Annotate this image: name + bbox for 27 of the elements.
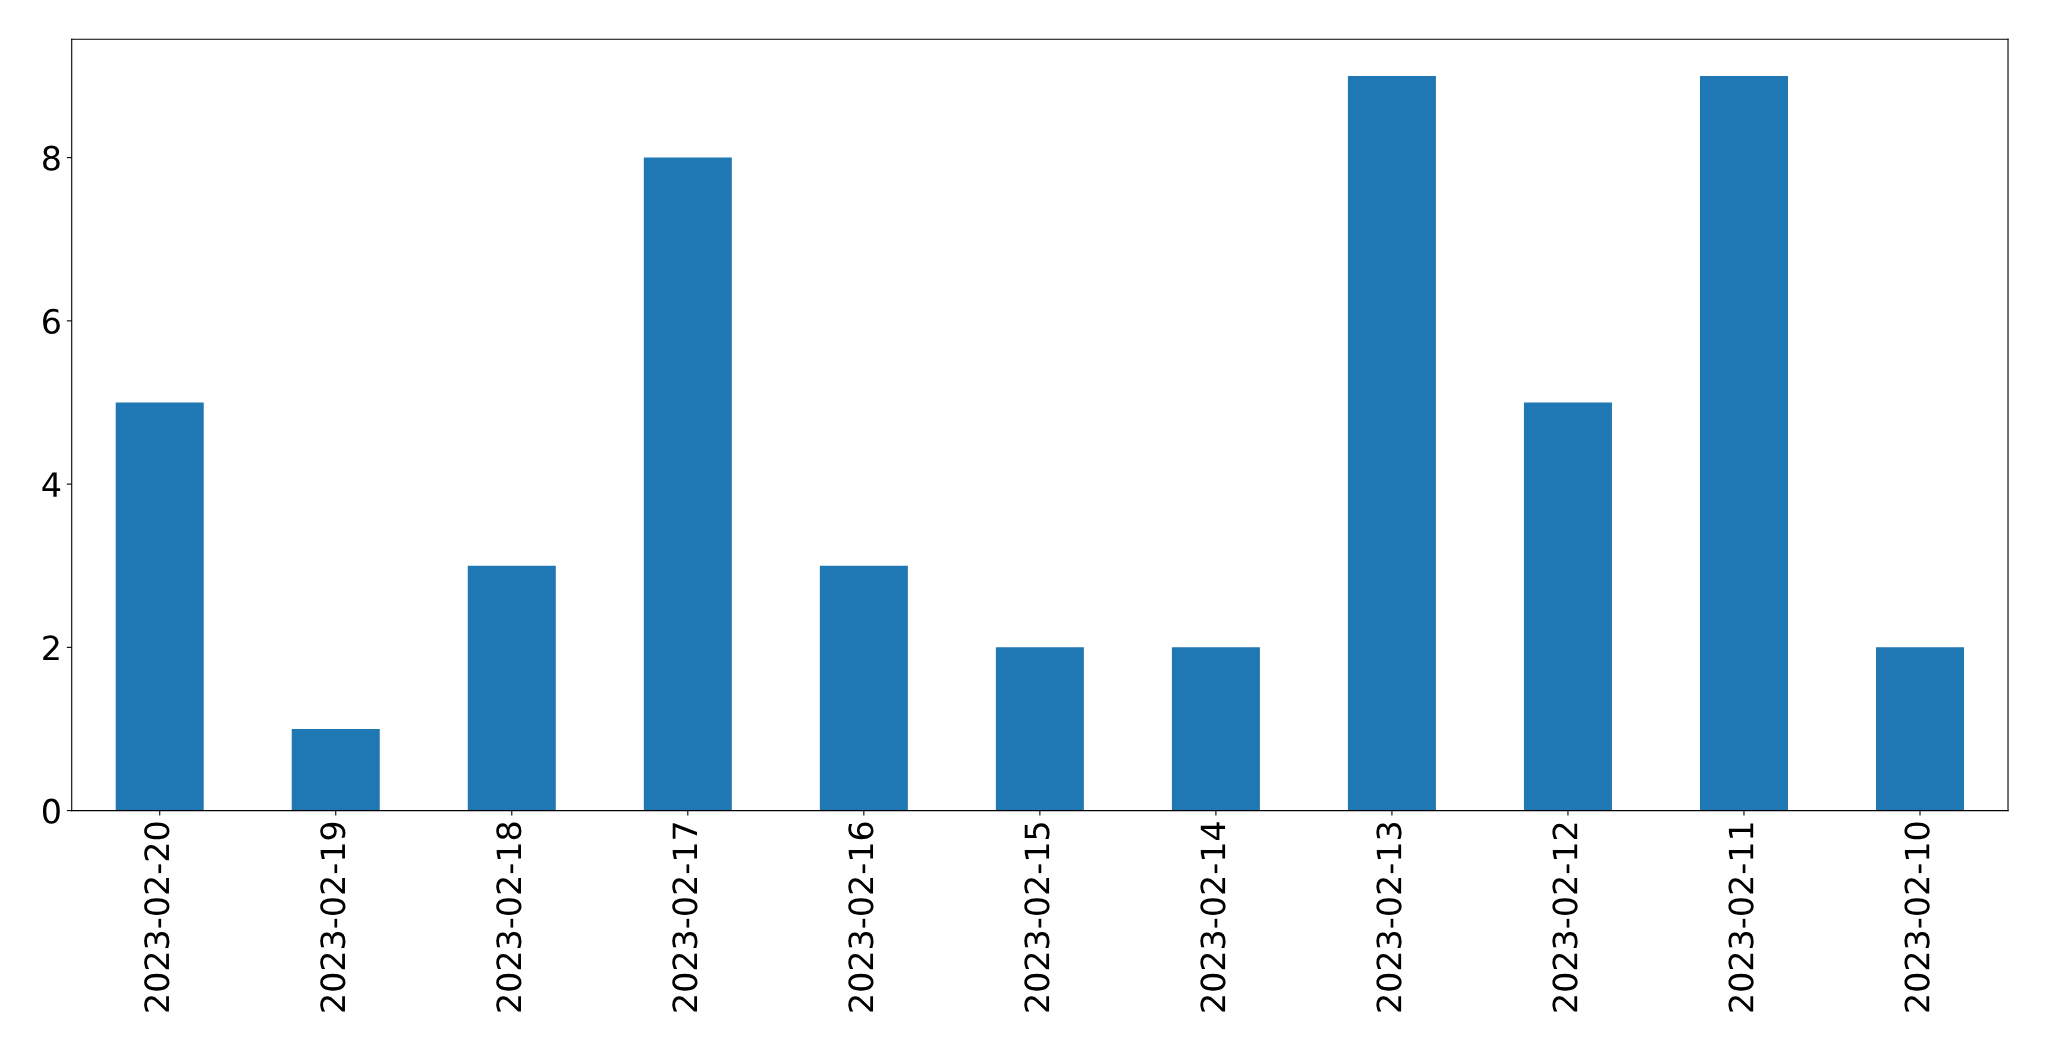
x-tick-label: 2023-02-15 <box>1024 823 1050 1012</box>
bar <box>291 728 380 811</box>
bar <box>467 565 556 811</box>
bar <box>115 402 204 811</box>
x-tick-label: 2023-02-20 <box>144 822 170 1012</box>
bar <box>995 647 1084 811</box>
bar <box>1876 647 1965 811</box>
x-tick-label: 2023-02-17 <box>672 823 698 1012</box>
bar <box>819 565 908 811</box>
y-tick-label: 4 <box>42 472 61 497</box>
x-tick-label: 2023-02-13 <box>1376 823 1402 1012</box>
x-tick-label: 2023-02-14 <box>1200 822 1226 1012</box>
x-tick-label: 2023-02-16 <box>848 822 874 1012</box>
x-tick-label: 2023-02-18 <box>496 822 522 1012</box>
y-tick-label: 2 <box>43 635 59 661</box>
bar <box>1699 75 1788 811</box>
x-tick-label: 2023-02-19 <box>320 822 346 1012</box>
y-tick-label: 6 <box>43 308 60 334</box>
y-tick-label: 8 <box>43 145 60 171</box>
bar <box>643 157 732 811</box>
x-tick-label: 2023-02-12 <box>1552 823 1578 1012</box>
bar <box>1171 647 1260 811</box>
bar <box>1347 75 1436 811</box>
x-tick-label: 2023-02-10 <box>1904 822 1930 1012</box>
bar <box>1523 402 1612 811</box>
x-tick-label: 2023-02-11 <box>1728 823 1754 1012</box>
y-tick-label: 0 <box>42 798 60 824</box>
